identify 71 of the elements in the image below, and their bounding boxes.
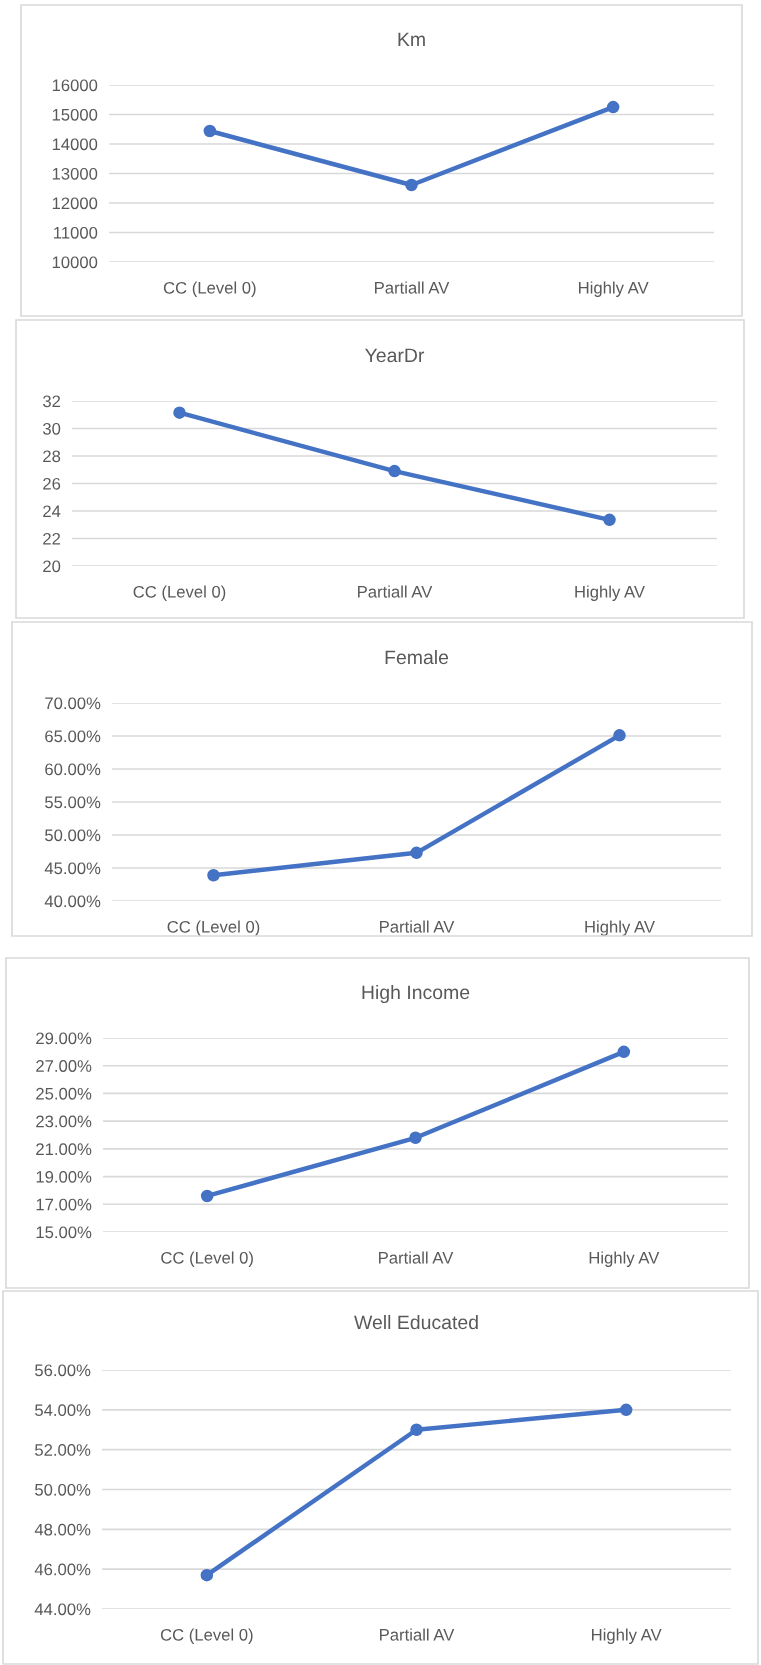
y-tick-label: 29.00%	[36, 1032, 92, 1045]
point	[405, 178, 418, 192]
y-tick-label: 50.00%	[35, 1483, 91, 1496]
y-tick-label: 15.00%	[36, 1226, 92, 1239]
x-tick-label: Partiall AV	[380, 920, 455, 933]
y-tick-label: 12000	[52, 197, 98, 210]
y-tick-label: 28	[43, 450, 61, 463]
y-tick-label: 10000	[52, 256, 98, 269]
y-tick-label: 30	[42, 422, 61, 435]
point	[203, 124, 217, 138]
y-tick-label: 54.00%	[35, 1404, 91, 1417]
y-tick-label: 56.00%	[35, 1364, 91, 1377]
point	[207, 869, 220, 882]
y-tick-label: 13000	[52, 167, 98, 180]
point	[410, 846, 423, 860]
x-tick-label: Partiall AV	[380, 1628, 455, 1641]
chart-title: Female	[385, 649, 449, 665]
y-tick-label: 15000	[52, 108, 98, 121]
y-tick-label: 17.00%	[36, 1198, 92, 1211]
y-tick-label: 65.00%	[45, 730, 101, 743]
point	[603, 513, 616, 527]
point	[200, 1568, 214, 1582]
chart-title: YearDr	[365, 348, 425, 363]
y-tick-label: 26	[43, 477, 61, 490]
y-tick-label: 46.00%	[34, 1563, 91, 1576]
y-tick-label: 24	[43, 505, 61, 518]
y-tick-label: 11000	[54, 226, 98, 239]
y-tick-label: 14000	[52, 138, 98, 151]
x-tick-label: Highly AV	[592, 1628, 662, 1644]
point	[617, 1045, 631, 1059]
point	[388, 464, 401, 478]
point	[613, 729, 626, 742]
y-tick-label: 25.00%	[36, 1087, 92, 1100]
point	[200, 1189, 214, 1203]
y-tick-label: 70.00%	[45, 697, 101, 710]
x-tick-label: CC (Level 0)	[133, 585, 226, 601]
chart-title: High Income	[362, 984, 470, 1004]
x-tick-label: Highly AV	[585, 920, 655, 936]
chart-title: Well Educated	[354, 1314, 478, 1330]
y-tick-label: 50.00%	[45, 829, 101, 842]
y-tick-label: 20	[43, 560, 61, 573]
x-tick-label: CC (Level 0)	[161, 1251, 253, 1267]
point	[410, 1423, 423, 1437]
y-tick-label: 27.00%	[36, 1060, 92, 1072]
x-tick-label: Partiall AV	[375, 281, 450, 294]
y-tick-label: 60.00%	[45, 763, 101, 776]
point	[409, 1131, 422, 1145]
y-tick-label: 32	[42, 395, 61, 408]
y-tick-label: 48.00%	[34, 1523, 91, 1536]
y-tick-label: 55.00%	[45, 796, 101, 809]
x-tick-label: Partiall AV	[358, 585, 433, 598]
y-tick-label: 19.00%	[36, 1170, 92, 1183]
x-tick-label: Highly AV	[575, 585, 645, 601]
point	[606, 100, 620, 114]
x-tick-label: CC (Level 0)	[160, 1628, 253, 1644]
y-tick-label: 40.00%	[44, 895, 101, 908]
x-tick-label: Highly AV	[579, 281, 649, 297]
y-tick-label: 16000	[52, 79, 98, 92]
point	[619, 1403, 633, 1417]
y-tick-label: 52.00%	[35, 1444, 91, 1456]
chart-title: Km	[398, 32, 425, 47]
y-tick-label: 44.00%	[34, 1603, 91, 1616]
x-tick-label: CC (Level 0)	[163, 281, 256, 297]
y-tick-label: 22	[43, 532, 61, 545]
point	[173, 406, 186, 419]
x-tick-label: Highly AV	[589, 1251, 660, 1267]
y-tick-label: 45.00%	[44, 862, 101, 875]
y-tick-label: 23.00%	[36, 1115, 92, 1128]
x-tick-label: Partiall AV	[379, 1251, 454, 1264]
y-tick-label: 21.00%	[36, 1143, 92, 1156]
x-tick-label: CC (Level 0)	[167, 920, 260, 936]
